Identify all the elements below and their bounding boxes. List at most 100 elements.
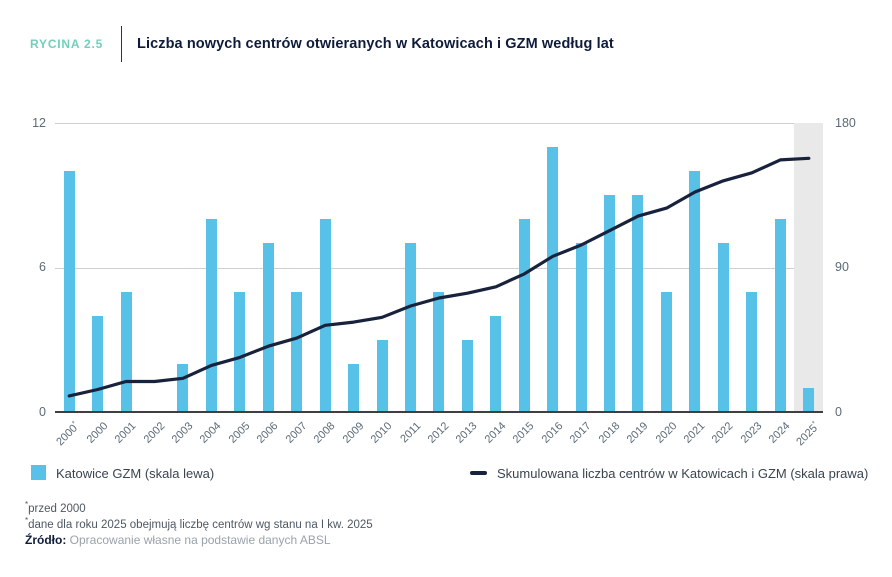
footnote-text: przed 2000 [28, 502, 86, 515]
bar-slot [652, 123, 680, 412]
bar [120, 291, 132, 412]
bar-slot [112, 123, 140, 412]
bar [404, 243, 416, 412]
bar [262, 243, 274, 412]
bar-slot [453, 123, 481, 412]
bar [177, 363, 189, 412]
bar [746, 291, 758, 412]
x-axis-label: 2000* [54, 420, 81, 449]
x-axis-label: 2024 [767, 420, 793, 446]
bar-slot [482, 123, 510, 412]
footnote-marker: * [25, 516, 29, 525]
x-axis-label: 2003 [169, 420, 196, 446]
y-axis-right-tick-0: 0 [835, 405, 842, 419]
bar-slot [794, 123, 823, 412]
gridline-top [55, 123, 823, 124]
x-axis-baseline [55, 411, 823, 413]
bar-slot [311, 123, 339, 412]
y-axis-left-tick-12: 12 [32, 116, 46, 130]
bar [518, 219, 530, 412]
bar [575, 243, 587, 412]
bar [376, 339, 388, 412]
legend-bar-swatch [31, 465, 46, 480]
x-axis-label: 2015 [511, 420, 537, 446]
bar [63, 171, 75, 412]
x-axis-label: 2019 [624, 420, 651, 446]
x-axis-label: 2007 [283, 420, 310, 446]
y-axis-right-tick-180: 180 [835, 116, 856, 130]
bar-slot [283, 123, 311, 412]
bar-slot [681, 123, 709, 412]
plot-area [55, 123, 823, 413]
bar-slot [567, 123, 595, 412]
bar-slot [510, 123, 538, 412]
bar [689, 171, 701, 412]
x-axis-label: 2017 [567, 420, 594, 446]
x-axis-label: 2021 [681, 420, 708, 446]
bar-slot [396, 123, 424, 412]
bar-slot [226, 123, 254, 412]
bar [92, 315, 104, 412]
x-axis-label: 2014 [482, 420, 509, 446]
x-axis-label: 2008 [311, 420, 338, 446]
legend-bar-label: Katowice GZM (skala lewa) [56, 466, 215, 481]
bar-slot [339, 123, 367, 412]
bar-slot [254, 123, 282, 412]
bar [461, 339, 473, 412]
x-axis-label: 2004 [198, 420, 224, 446]
gridline-middle [55, 267, 823, 269]
bar-slot [169, 123, 197, 412]
x-axis-label: 2006 [255, 420, 281, 446]
x-axis-label: 2010 [368, 420, 395, 446]
bar [490, 315, 502, 412]
y-axis-right-tick-90: 90 [835, 260, 849, 274]
footnote-przed-2000: *przed 2000 [25, 500, 86, 515]
bar-slot [595, 123, 623, 412]
x-axis-label: 2013 [454, 420, 480, 446]
x-axis-label: 2002 [141, 420, 168, 446]
bar-slot [197, 123, 225, 412]
bar [291, 291, 303, 412]
bar-slot [55, 123, 83, 412]
x-axis-label: 2023 [738, 420, 765, 446]
cumulative-line-layer [67, 156, 811, 398]
source-label: Źródło: [25, 533, 67, 547]
bar [205, 219, 217, 412]
bar [632, 195, 644, 412]
bar [319, 219, 331, 412]
bar [774, 219, 786, 412]
y-axis-left-tick-0: 0 [39, 405, 46, 419]
bar [348, 363, 360, 412]
legend-line-swatch [470, 471, 487, 475]
x-axis-label: 2001 [112, 420, 139, 446]
bar-slot [368, 123, 396, 412]
x-axis-label: 2000 [84, 420, 111, 446]
footnote-marker: * [25, 500, 29, 509]
source-line: Źródło: Opracowanie własne na podstawie … [25, 533, 331, 547]
x-axis-label: 2020 [653, 420, 680, 446]
figure-label: RYCINA 2.5 [30, 37, 104, 51]
x-axis-label: 2012 [425, 420, 452, 446]
bar-slot [738, 123, 766, 412]
cumulative-line [67, 156, 811, 398]
bar-slot [538, 123, 566, 412]
x-axis-label: 2022 [710, 420, 736, 446]
footnote-text: dane dla roku 2025 obejmują liczbę centr… [28, 518, 373, 531]
bar [234, 291, 246, 412]
source-text: Opracowanie własne na podstawie danych A… [69, 533, 331, 547]
bar [433, 291, 445, 412]
bar [803, 387, 815, 412]
footnote-dane-2025: *dane dla roku 2025 obejmują liczbę cent… [25, 516, 373, 531]
x-axis-label: 2011 [397, 420, 424, 446]
page-title: Liczba nowych centrów otwieranych w Kato… [137, 36, 614, 52]
bar-slot [624, 123, 652, 412]
bar [660, 291, 672, 412]
bar [547, 147, 559, 412]
header-divider [121, 26, 122, 62]
bar-slot [425, 123, 453, 412]
legend-line-label: Skumulowana liczba centrów w Katowicach … [497, 466, 869, 481]
bar-slot [766, 123, 794, 412]
x-axis-label: 2016 [539, 420, 566, 446]
bar-slot [709, 123, 737, 412]
